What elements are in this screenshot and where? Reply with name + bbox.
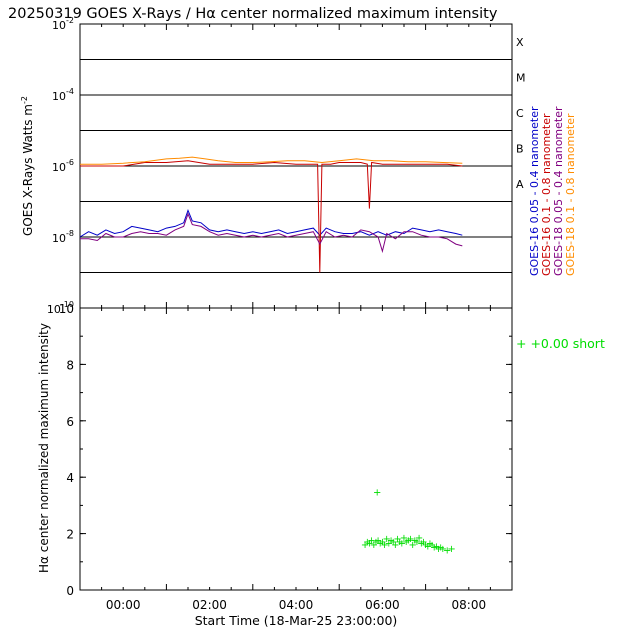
x-tick-label: 06:00 bbox=[365, 598, 400, 612]
halpha-y-tick-label: 0 bbox=[66, 584, 74, 598]
xray-class-gridlines bbox=[80, 59, 512, 273]
halpha-point: + bbox=[415, 533, 423, 544]
halpha-point: + bbox=[430, 543, 438, 554]
xray-y-tick-label: 10-6 bbox=[52, 158, 74, 174]
halpha-point: + bbox=[417, 538, 425, 549]
halpha-y-axis-label: Hα center normalized maximum intensity bbox=[37, 323, 51, 573]
x-tick-label: 02:00 bbox=[192, 598, 227, 612]
xray-series-line bbox=[80, 160, 463, 273]
halpha-point: + bbox=[421, 540, 429, 551]
halpha-point: + bbox=[370, 540, 378, 551]
halpha-point: + bbox=[376, 538, 384, 549]
x-tick-label: 08:00 bbox=[452, 598, 487, 612]
halpha-point: + bbox=[387, 536, 395, 547]
halpha-point: + bbox=[426, 538, 434, 549]
xray-legend-entry: GOES-16 0.05 - 0.4 nanometer bbox=[528, 106, 541, 276]
halpha-x-ticks: 00:00 02:00 04:00 06:00 08:00 bbox=[79, 308, 513, 612]
halpha-point: + bbox=[432, 541, 440, 552]
xray-y-tick-base: 10 bbox=[47, 303, 61, 316]
halpha-point: + bbox=[404, 536, 412, 547]
halpha-point: + bbox=[437, 543, 445, 554]
xray-y-tick-exp: -2 bbox=[66, 16, 74, 25]
xray-y-tick-exp: -6 bbox=[66, 158, 74, 167]
flare-class-label: C bbox=[516, 107, 524, 120]
x-axis-label: Start Time (18-Mar-25 23:00:00) bbox=[195, 613, 398, 628]
flare-class-labels: X M C B A bbox=[516, 36, 526, 191]
xray-series-line bbox=[79, 208, 463, 238]
halpha-point: + bbox=[402, 537, 410, 548]
xray-series-group bbox=[79, 156, 463, 273]
xray-y-tick-base: 10 bbox=[52, 161, 66, 174]
xray-y-axis-label-text: GOES X-Rays Watts m bbox=[21, 104, 35, 236]
chart-title: 20250319 GOES X-Rays / Hα center normali… bbox=[8, 6, 498, 22]
halpha-point: + bbox=[411, 536, 419, 547]
flare-class-label: X bbox=[516, 36, 524, 49]
halpha-point: + bbox=[389, 537, 397, 548]
halpha-y-tick-label: 8 bbox=[66, 358, 74, 372]
xray-y-tick-exp: -4 bbox=[66, 87, 74, 96]
halpha-point: + bbox=[419, 537, 427, 548]
halpha-point: + bbox=[406, 534, 414, 545]
halpha-y-tick-label: 2 bbox=[66, 528, 74, 542]
xray-legend-entry: GOES-18 0.1 - 0.8 nanometer bbox=[564, 113, 577, 276]
xray-legend: GOES-16 0.05 - 0.4 nanometer GOES-16 0.1 … bbox=[528, 106, 577, 276]
xray-series-line bbox=[80, 212, 463, 254]
halpha-y-ticks: 0 2 4 6 8 10 bbox=[59, 302, 512, 598]
xray-legend-entry: GOES-18 0.05 - 0.4 nanometer bbox=[552, 106, 565, 276]
halpha-point: + bbox=[378, 537, 386, 548]
halpha-point: + bbox=[395, 537, 403, 548]
halpha-point: + bbox=[393, 534, 401, 545]
xray-y-axis-label: GOES X-Rays Watts m-2 bbox=[20, 96, 35, 236]
xray-y-axis-label-exp: -2 bbox=[20, 96, 29, 104]
flare-class-label: B bbox=[516, 142, 524, 155]
halpha-point: + bbox=[398, 538, 406, 549]
halpha-points-group: ++++++++++++++++++++++++++++++++++++++++ bbox=[361, 488, 456, 557]
xray-y-tick-label: 10-8 bbox=[52, 229, 74, 245]
xray-y-tick-label: 10-2 bbox=[52, 16, 74, 32]
halpha-point: + bbox=[372, 537, 380, 548]
halpha-point: + bbox=[373, 488, 381, 499]
halpha-point: + bbox=[428, 540, 436, 551]
flare-class-label: A bbox=[516, 178, 524, 191]
xray-y-tick-exp: -10 bbox=[61, 300, 74, 309]
halpha-point: + bbox=[408, 540, 416, 551]
halpha-point: + bbox=[383, 534, 391, 545]
xray-y-ticks: 10-210-410-610-810-10 bbox=[47, 16, 74, 316]
halpha-point: + bbox=[434, 544, 442, 555]
halpha-legend: + +0.00 short bbox=[516, 336, 605, 351]
xray-y-tick-base: 10 bbox=[52, 232, 66, 245]
xray-legend-entry: GOES-16 0.1 - 0.8 nanometer bbox=[540, 113, 553, 276]
halpha-point: + bbox=[385, 538, 393, 549]
halpha-point: + bbox=[363, 537, 371, 548]
xray-y-tick-label: 10-10 bbox=[47, 300, 74, 316]
halpha-point: + bbox=[447, 544, 455, 555]
halpha-point: + bbox=[380, 540, 388, 551]
xray-x-ticks bbox=[79, 24, 513, 308]
halpha-point: + bbox=[439, 544, 447, 555]
halpha-point: + bbox=[443, 546, 451, 557]
halpha-point: + bbox=[361, 540, 369, 551]
halpha-point: + bbox=[400, 533, 408, 544]
halpha-point: + bbox=[424, 541, 432, 552]
xray-y-tick-label: 10-4 bbox=[52, 87, 74, 103]
xray-y-tick-exp: -8 bbox=[66, 229, 74, 238]
x-tick-label: 04:00 bbox=[279, 598, 314, 612]
halpha-y-tick-label: 6 bbox=[66, 415, 74, 429]
halpha-point: + bbox=[367, 536, 375, 547]
xray-y-tick-base: 10 bbox=[52, 90, 66, 103]
x-tick-label: 00:00 bbox=[106, 598, 141, 612]
halpha-point: + bbox=[365, 538, 373, 549]
halpha-point: + bbox=[391, 540, 399, 551]
xray-y-tick-base: 10 bbox=[52, 19, 66, 32]
halpha-y-tick-label: 10 bbox=[59, 302, 74, 316]
xray-series-line bbox=[80, 156, 463, 165]
halpha-y-tick-label: 4 bbox=[66, 471, 74, 485]
flare-class-label: M bbox=[516, 71, 526, 84]
halpha-point: + bbox=[374, 536, 382, 547]
halpha-point: + bbox=[413, 537, 421, 548]
